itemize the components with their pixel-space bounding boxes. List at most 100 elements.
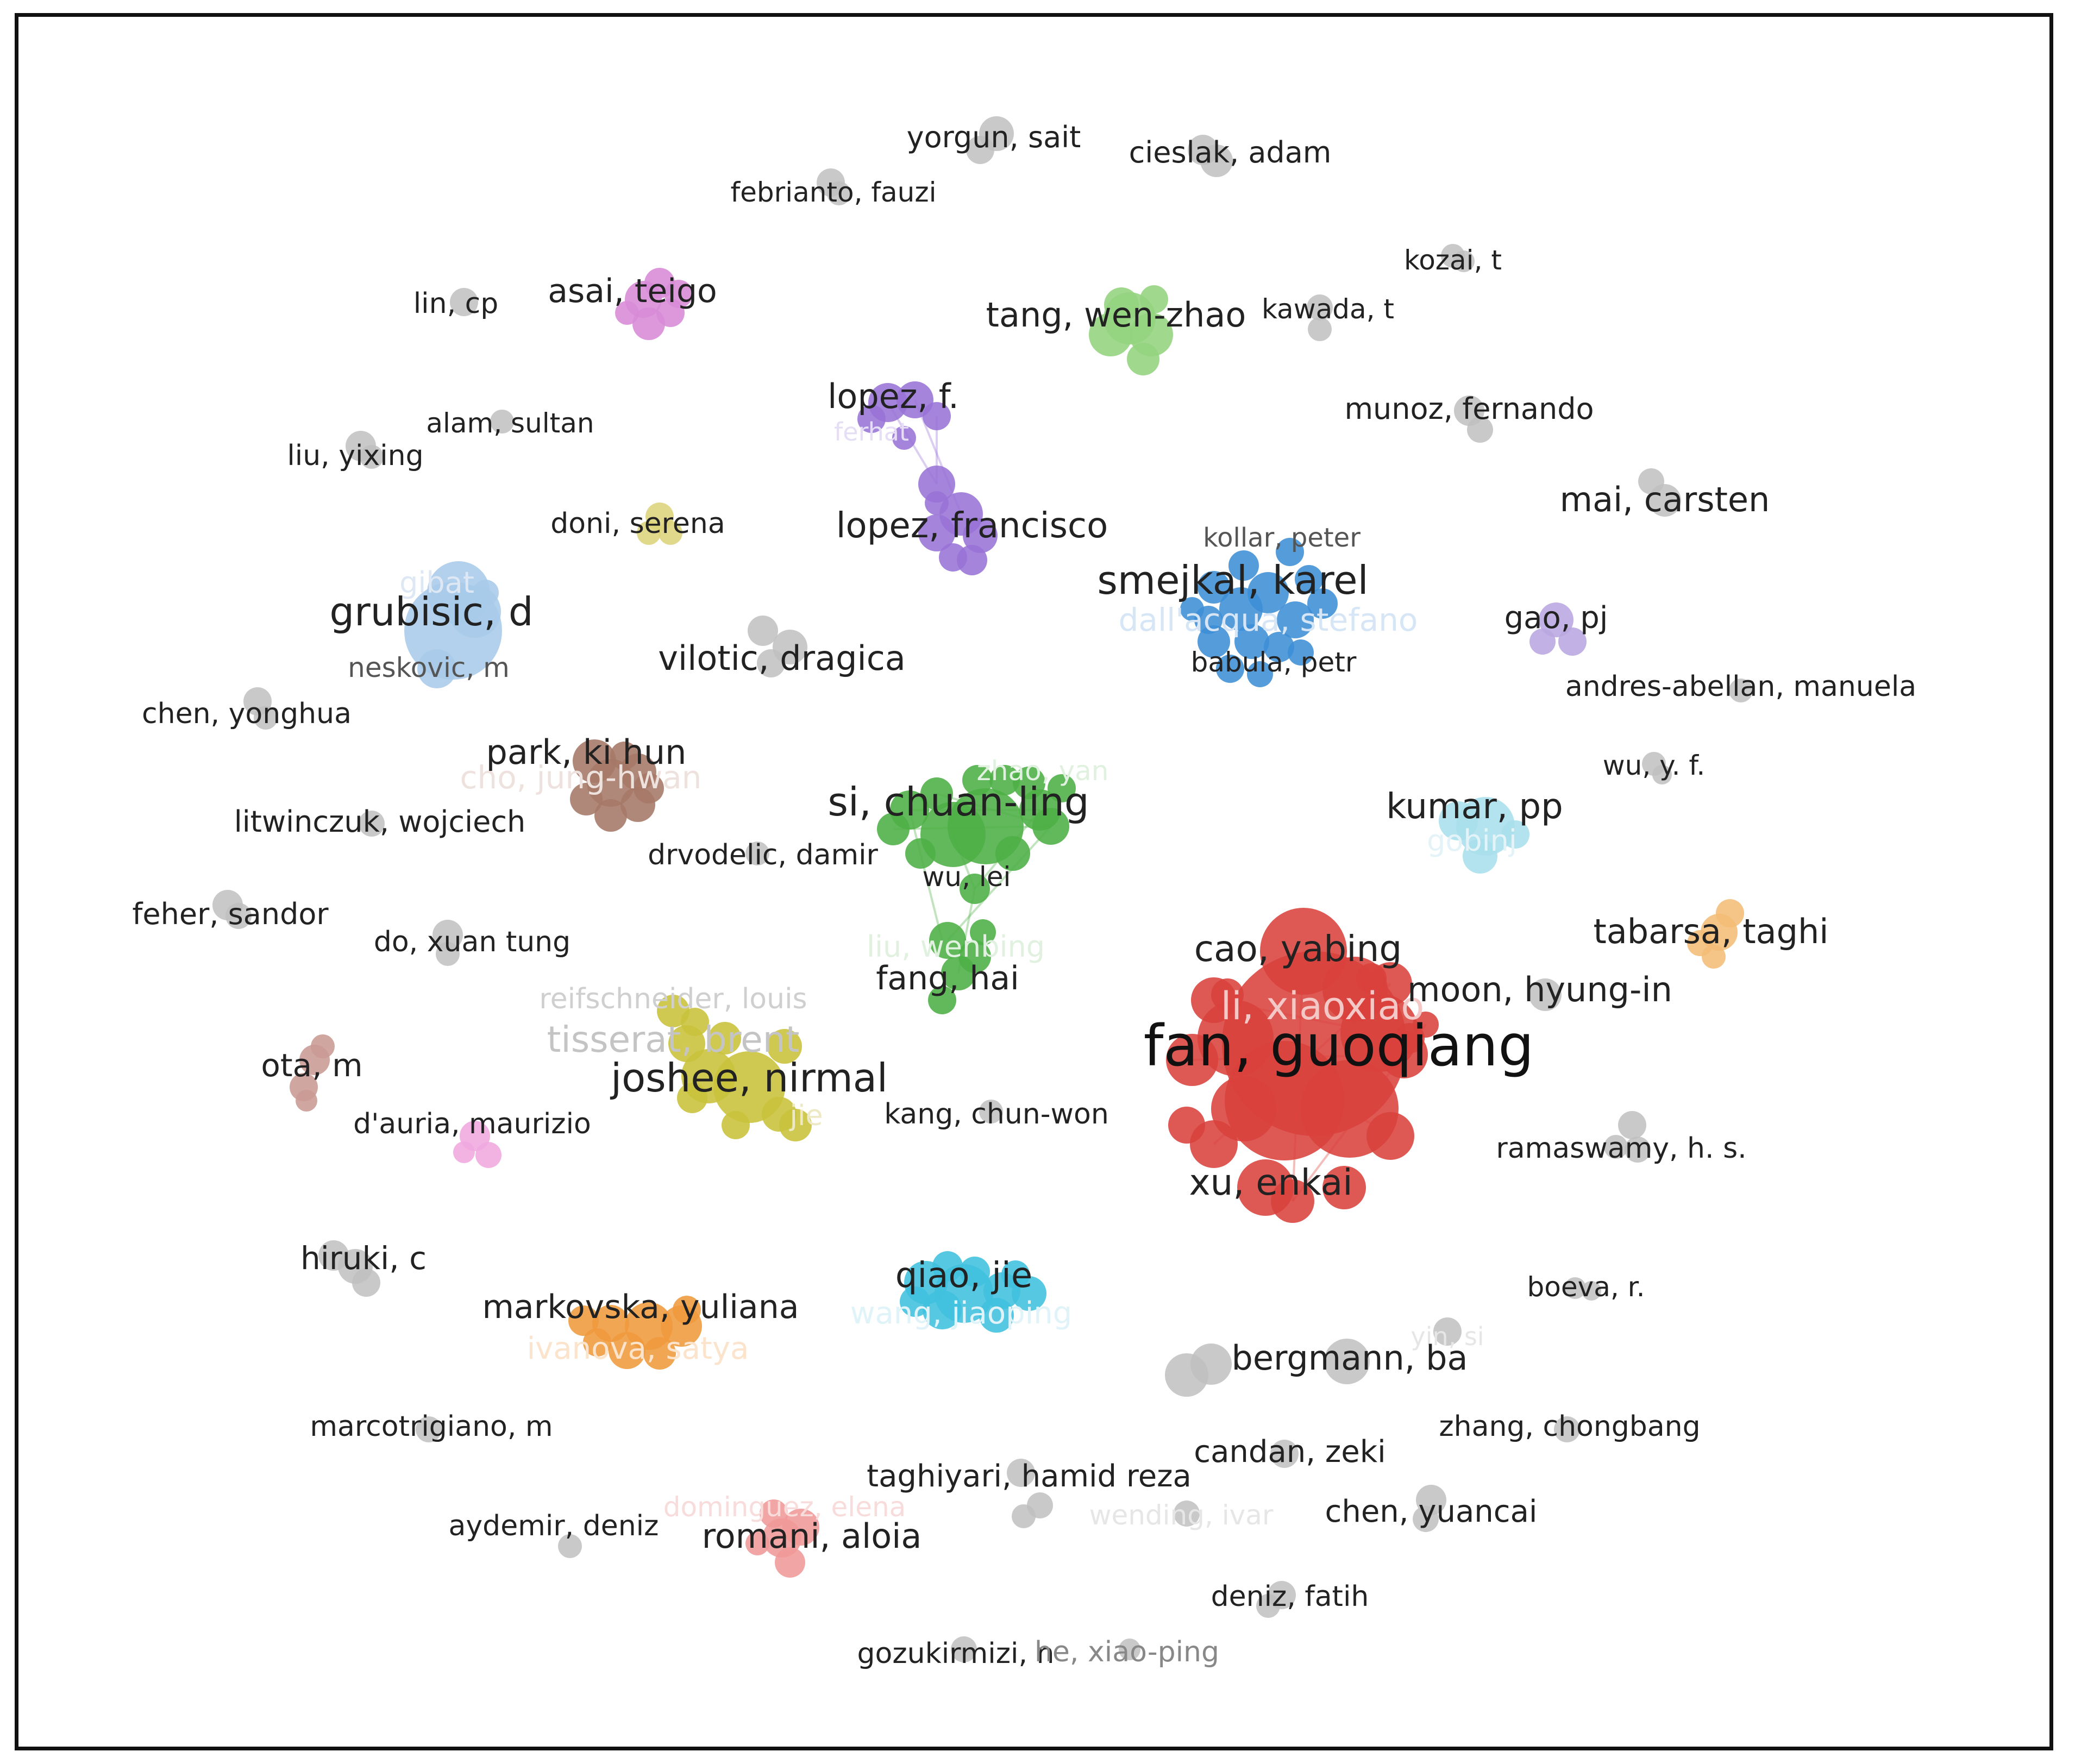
label-cho: cho, jung-hwan	[460, 759, 702, 796]
label-joshee: joshee, nirmal	[610, 1055, 888, 1101]
network-node	[568, 1305, 599, 1336]
network-node	[827, 181, 851, 205]
network-node	[979, 1100, 1003, 1123]
label-ferhat: ferhat	[834, 417, 909, 447]
label-cao: cao, yabing	[1194, 928, 1402, 970]
network-node	[1558, 627, 1587, 656]
label-smejkal: smejkal, karel	[1097, 557, 1368, 603]
network-node	[1604, 1135, 1628, 1159]
network-node	[966, 136, 994, 164]
network-node	[1702, 945, 1726, 969]
network-node	[1529, 978, 1562, 1011]
label-feher: feher, sandor	[132, 897, 329, 931]
network-node	[1413, 1012, 1439, 1038]
network-node	[877, 813, 910, 845]
network-node	[1190, 1344, 1232, 1385]
label-vilotic: vilotic, dragica	[658, 638, 906, 678]
label-mai: mai, carsten	[1560, 480, 1770, 519]
network-node	[951, 1636, 977, 1662]
label-grubisic: grubisic, d	[329, 589, 533, 635]
label-tang: tang, wen-zhao	[986, 295, 1246, 335]
network-node	[609, 1332, 645, 1369]
network-node	[923, 402, 951, 430]
network-node	[416, 1416, 442, 1442]
label-kozai: kozai, t	[1404, 244, 1502, 276]
network-node	[1277, 601, 1314, 638]
label-jie: jie	[789, 1100, 823, 1132]
network-node	[1104, 287, 1139, 322]
network-node	[1463, 839, 1497, 874]
network-node	[1366, 1112, 1414, 1160]
label-dauria: d'auria, maurizio	[353, 1108, 591, 1140]
network-node	[960, 1257, 990, 1287]
label-wending: wending, ivar	[1089, 1499, 1274, 1531]
network-node	[722, 1111, 750, 1139]
network-node	[296, 1090, 317, 1112]
label-xu: xu, enkai	[1189, 1162, 1352, 1203]
label-wu-yf: wu, y. f.	[1603, 750, 1705, 781]
network-node	[918, 466, 955, 503]
network-node	[897, 381, 933, 418]
label-ota: ota, m	[261, 1047, 362, 1084]
network-node	[1716, 899, 1744, 927]
label-yorgun: yorgun, sait	[907, 120, 1081, 154]
network-node	[782, 1509, 819, 1546]
network-node	[490, 410, 514, 434]
label-gozukirmizi: gozukirmizi, n	[857, 1637, 1055, 1670]
network-node	[1439, 801, 1478, 840]
label-liu-yixing: liu, yixing	[287, 440, 423, 472]
network-node	[1322, 1166, 1366, 1209]
network-node	[1433, 1317, 1462, 1346]
network-node	[1256, 1594, 1280, 1618]
label-chen-yuancai: chen, yuancai	[1325, 1494, 1538, 1529]
network-node	[1295, 565, 1323, 593]
label-qiao: qiao, jie	[895, 1255, 1032, 1296]
network-node	[1453, 250, 1475, 272]
network-node	[929, 922, 966, 959]
label-asai: asai, teigo	[548, 272, 717, 310]
network-node	[1271, 1179, 1314, 1223]
label-reifschneider: reifschneider, louis	[539, 983, 807, 1015]
network-node	[1264, 632, 1294, 662]
network-node	[1648, 484, 1681, 517]
network-node	[1247, 661, 1273, 687]
network-node	[417, 649, 456, 688]
label-kang: kang, chun-won	[884, 1098, 1109, 1131]
network-node	[1166, 1034, 1218, 1086]
network-node	[1324, 1339, 1370, 1384]
network-node	[615, 301, 639, 325]
network-node	[1228, 550, 1259, 581]
network-node	[1501, 820, 1529, 849]
label-do: do, xuan tung	[374, 926, 571, 958]
label-zhao-yan: zhao, yan	[977, 755, 1109, 787]
network-node	[920, 777, 953, 810]
label-candan: candan, zeki	[1194, 1434, 1386, 1470]
network-map-frame: ferhat gibat dall'acqua, stefano cho, ju…	[15, 13, 2053, 1750]
network-node	[450, 288, 478, 316]
label-gao: gao, pj	[1504, 600, 1608, 636]
network-node	[1168, 1107, 1205, 1144]
network-node	[1276, 538, 1304, 566]
network-node	[1012, 1504, 1036, 1528]
network-node	[709, 1022, 741, 1054]
label-lin-cp: lin, cp	[413, 287, 499, 320]
network-node	[1127, 343, 1159, 375]
network-node	[1180, 597, 1204, 621]
network-edge	[908, 809, 943, 941]
network-node	[925, 491, 949, 515]
label-cieslak: cieslak, adam	[1129, 135, 1332, 170]
network-node	[1356, 963, 1387, 994]
label-kollar: kollar, peter	[1203, 523, 1361, 553]
label-kawada: kawada, t	[1262, 293, 1394, 325]
label-drvodelic: drvodelic, damir	[648, 839, 878, 871]
network-node	[995, 836, 1030, 871]
network-node	[939, 543, 967, 572]
network-node	[1216, 655, 1244, 683]
network-node	[1582, 1281, 1601, 1301]
network-node	[757, 649, 785, 677]
label-tabarsa: tabarsa, taghi	[1593, 912, 1828, 951]
label-si: si, chuan-ling	[828, 779, 1089, 825]
label-he: he, xiao-ping	[1035, 1636, 1219, 1668]
label-taghiyari: taghiyari, hamid reza	[867, 1459, 1192, 1494]
network-node	[767, 1029, 802, 1064]
